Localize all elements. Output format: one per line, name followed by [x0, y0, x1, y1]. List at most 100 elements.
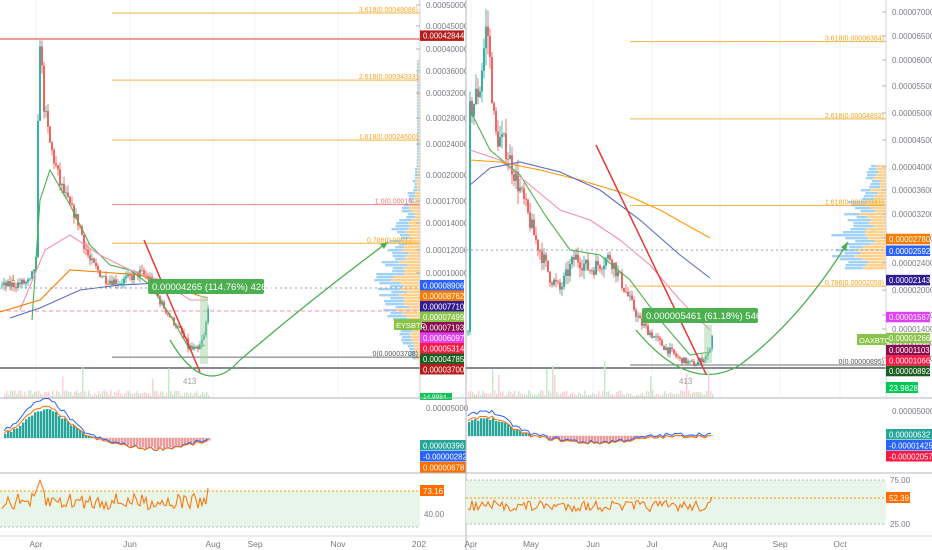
macd-histogram-bar — [157, 438, 160, 450]
macd-histogram-bar — [208, 438, 211, 441]
candle-body — [121, 283, 123, 285]
fib-label: 0(0.00003708) — [372, 351, 418, 358]
volume-bar — [608, 391, 610, 398]
candle-body — [517, 171, 519, 192]
volume-bar — [174, 390, 176, 398]
macd-histogram-bar — [145, 438, 148, 449]
profile-bar-buy — [416, 165, 419, 168]
candle-body — [479, 91, 481, 98]
macd-histogram-bar — [486, 418, 489, 436]
left-rsi-value: 73.16 — [423, 487, 444, 496]
profile-bar-buy — [855, 207, 872, 210]
axis-tick-label: 0.00002000 — [892, 286, 932, 295]
volume-bar — [18, 390, 20, 398]
profile-bar-buy — [417, 105, 419, 108]
right-plot-area — [466, 0, 886, 398]
profile-bar-buy — [395, 246, 405, 249]
profile-bar-sell — [866, 228, 886, 231]
candle-body — [515, 171, 517, 181]
profile-bar-buy — [417, 87, 419, 90]
candle-body — [471, 101, 473, 116]
candle-body — [473, 104, 475, 116]
macd-histogram-bar — [501, 421, 504, 436]
volume-bar — [120, 393, 122, 398]
candle-body — [617, 271, 619, 277]
left-measure-box[interactable]: 0.00004265 (114.76%) 4265 — [148, 279, 272, 294]
profile-bar-buy — [395, 306, 410, 309]
profile-bar-sell — [871, 219, 886, 222]
volume-bar — [128, 391, 130, 398]
volume-bar — [102, 390, 104, 398]
volume-bar — [620, 390, 622, 398]
profile-bar-buy — [413, 189, 418, 192]
candle-body — [13, 282, 15, 288]
right-rsi-value: 52.39 — [889, 494, 910, 503]
candle-body — [483, 48, 485, 71]
volume-bar — [692, 392, 694, 398]
axis-tick-label: 0.00005000 — [892, 109, 932, 118]
candle-body — [533, 219, 535, 236]
volume-bar — [472, 392, 474, 398]
macd-tag-box — [420, 462, 466, 473]
macd-histogram-bar — [127, 438, 130, 446]
profile-bar-buy — [390, 297, 405, 300]
profile-bar-buy — [414, 177, 418, 180]
left-rsi-tick: 40.00 — [424, 510, 445, 519]
macd-histogram-bar — [64, 418, 67, 438]
candle-body — [543, 254, 545, 264]
macd-histogram-bar — [193, 438, 196, 445]
profile-bar-buy — [417, 126, 419, 129]
volume-bar — [146, 393, 148, 398]
profile-bar-buy — [843, 213, 860, 216]
macd-histogram-bar — [199, 438, 202, 442]
profile-bar-sell — [418, 84, 420, 87]
axis-tick-label: 0.00017000 — [426, 197, 469, 206]
volume-bar — [36, 391, 38, 398]
right-measure-box[interactable]: 0.000005461 (61.18%) 5461 — [642, 308, 766, 323]
profile-bar-sell — [417, 186, 420, 189]
macd-histogram-bar — [190, 438, 193, 443]
macd-histogram-bar — [139, 438, 142, 448]
candle-body — [489, 35, 491, 57]
volume-bar — [88, 390, 90, 398]
macd-histogram-bar — [22, 422, 25, 438]
candle-body — [589, 270, 591, 272]
volume-bar — [50, 395, 52, 398]
candle-body — [33, 269, 35, 272]
candle-body — [25, 281, 27, 284]
macd-tag-label: -0.00000282 — [423, 452, 467, 461]
profile-bar-buy — [402, 342, 414, 345]
candle-body — [111, 280, 113, 285]
profile-bar-sell — [401, 312, 420, 315]
volume-bar — [634, 395, 636, 398]
macd-histogram-bar — [549, 436, 552, 440]
candle-body — [23, 279, 25, 284]
volume-bar — [678, 393, 680, 398]
macd-histogram-bar — [118, 438, 121, 444]
profile-bar-sell — [402, 249, 420, 252]
volume-bar — [622, 393, 624, 398]
macd-histogram-bar — [504, 422, 507, 436]
volume-bar — [194, 393, 196, 398]
volume-bar — [666, 393, 668, 398]
volume-bar — [134, 393, 136, 398]
volume-bar — [544, 395, 546, 398]
profile-bar-sell — [416, 183, 420, 186]
profile-bar-sell — [415, 195, 420, 198]
profile-bar-sell — [418, 60, 420, 63]
profile-bar-buy — [417, 102, 419, 105]
profile-bar-buy — [407, 192, 415, 195]
volume-bar — [594, 394, 596, 398]
macd-histogram-bar — [16, 428, 19, 438]
volume-bar — [92, 395, 94, 398]
macd-histogram-bar — [67, 421, 70, 438]
macd-histogram-bar — [582, 436, 585, 443]
price-tag-label: 0.00001066 — [889, 357, 930, 366]
candle-body — [81, 226, 83, 236]
candle-body — [69, 196, 71, 204]
profile-bar-sell — [860, 252, 886, 255]
volume-bar — [564, 391, 566, 398]
candle-body — [519, 187, 521, 192]
macd-histogram-bar — [13, 428, 16, 438]
volume-bar — [626, 393, 628, 398]
